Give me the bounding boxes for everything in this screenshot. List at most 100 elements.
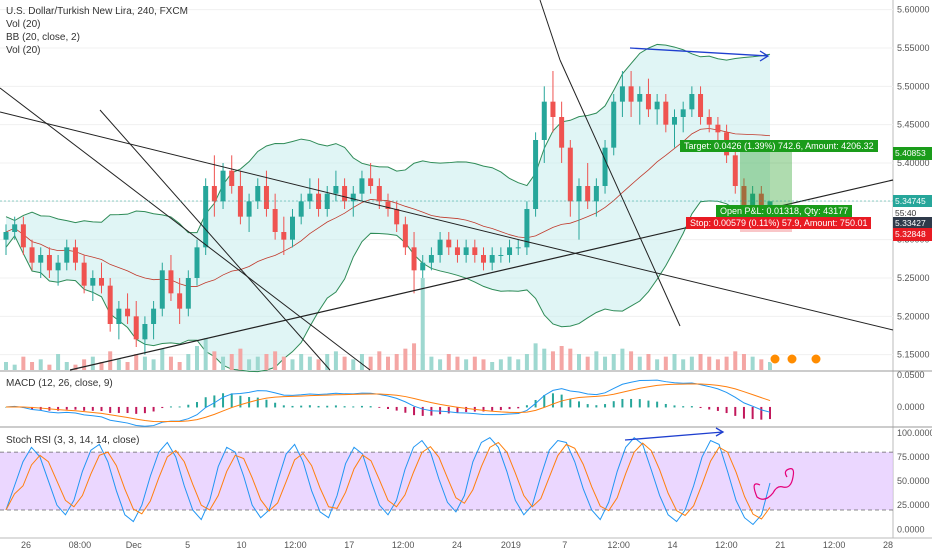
candle-body: [376, 186, 382, 202]
indicator-vol-1[interactable]: Vol (20): [6, 19, 41, 30]
macd-histogram-bar: [57, 406, 60, 411]
volume-bar: [229, 354, 234, 370]
volume-bar: [577, 354, 581, 370]
volume-bar: [307, 356, 312, 370]
stoch-d-line: [5, 441, 771, 520]
candle-body: [698, 94, 704, 117]
macd-histogram-bar: [638, 399, 641, 408]
macd-histogram-bar: [317, 405, 320, 408]
volume-bar: [125, 362, 130, 370]
open-pnl-label[interactable]: Open P&L: 0.01318, Qty: 43177: [716, 205, 853, 217]
volume-bar: [394, 354, 399, 370]
volume-bar: [698, 354, 703, 370]
candle-body: [281, 232, 287, 240]
candle-body: [446, 239, 452, 248]
macd-histogram-bar: [439, 406, 442, 415]
divergence-arrowhead: [715, 427, 725, 437]
macd-histogram-bar: [282, 405, 285, 408]
volume-bar: [446, 354, 451, 370]
candle-body: [428, 255, 434, 263]
candle-body: [333, 186, 339, 194]
macd-histogram-bar: [117, 406, 120, 413]
volume-bar: [212, 351, 217, 370]
macd-histogram-bar: [499, 406, 502, 411]
volume-bar: [264, 354, 269, 370]
volume-bar: [516, 359, 521, 370]
chart-legend: U.S. Dollar/Turkish New Lira, 240, FXCM …: [6, 5, 188, 57]
time-tick-label: 12:00: [715, 540, 738, 550]
volume-bar: [99, 362, 104, 370]
time-tick-label: 12:00: [823, 540, 846, 550]
candle-body: [133, 316, 139, 340]
price-tick-label: 5.15000: [897, 350, 930, 360]
volume-bar: [481, 359, 486, 370]
indicator-bb[interactable]: BB (20, close, 2): [6, 32, 80, 43]
volume-bar: [247, 359, 252, 370]
macd-tick-label: 0.0000: [897, 402, 925, 412]
macd-histogram-bar: [447, 406, 450, 414]
volume-bar: [333, 351, 338, 370]
volume-bar: [464, 359, 469, 370]
candle-body: [472, 247, 478, 255]
candle-body: [220, 170, 226, 202]
divergence-arrow: [629, 47, 769, 57]
macd-histogram-bar: [65, 406, 68, 410]
volume-bar: [116, 359, 121, 370]
volume-bar: [498, 359, 503, 370]
candle-body: [454, 247, 460, 255]
time-tick-label: 28: [883, 540, 893, 550]
time-tick-label: 12:00: [607, 540, 630, 550]
candle-body: [342, 186, 348, 202]
macd-histogram-bar: [491, 406, 494, 411]
candle-body: [185, 278, 191, 309]
target-zone: [740, 147, 792, 207]
bollinger-lower: [5, 200, 771, 373]
macd-histogram-bar: [673, 405, 676, 408]
target-label[interactable]: Target: 0.0426 (1.39%) 742.6, Amount: 42…: [680, 140, 878, 152]
macd-title[interactable]: MACD (12, 26, close, 9): [6, 378, 113, 389]
macd-histogram-bar: [91, 406, 94, 411]
volume-bar: [90, 356, 95, 370]
macd-histogram-bar: [369, 406, 372, 408]
macd-histogram-bar: [716, 406, 719, 411]
candle-body: [680, 109, 686, 117]
macd-histogram-bar: [543, 395, 546, 408]
volume-bar: [325, 354, 330, 370]
macd-histogram-bar: [31, 406, 34, 410]
indicator-vol-2[interactable]: Vol (20): [6, 45, 41, 56]
stoch-tick-label: 0.0000: [897, 524, 925, 534]
volume-bar: [542, 348, 547, 370]
time-tick-label: Dec: [126, 540, 143, 550]
candle-body: [229, 170, 235, 186]
candle-body: [107, 285, 113, 324]
candle-body: [55, 262, 61, 271]
volume-bar: [151, 359, 156, 370]
stoch-title[interactable]: Stoch RSI (3, 3, 14, 14, close): [6, 435, 140, 446]
trendline: [99, 109, 331, 371]
candle-body: [524, 209, 530, 248]
volume-bar: [47, 364, 52, 370]
candle-body: [498, 255, 504, 256]
macd-histogram-bar: [595, 405, 598, 408]
candle-body: [72, 247, 78, 263]
macd-histogram-bar: [326, 405, 329, 408]
volume-bar: [629, 351, 634, 370]
trendline: [539, 0, 561, 61]
candle-body: [689, 94, 695, 110]
volume-bar: [134, 354, 139, 370]
time-tick-label: 2019: [501, 540, 521, 550]
macd-histogram-bar: [708, 406, 711, 410]
symbol-title[interactable]: U.S. Dollar/Turkish New Lira, 240, FXCM: [6, 6, 188, 17]
stop-label[interactable]: Stop: 0.00579 (0.11%) 57.9, Amount: 750.…: [686, 217, 872, 229]
macd-histogram-bar: [551, 393, 554, 408]
candle-body: [715, 124, 721, 133]
macd-histogram-bar: [230, 393, 233, 408]
price-tag-countdown: 55:40: [893, 207, 932, 220]
candle-body: [533, 140, 539, 209]
macd-histogram-bar: [465, 406, 468, 413]
volume-bar: [585, 356, 590, 370]
volume-bar: [255, 356, 260, 370]
volume-bar: [30, 362, 35, 370]
volume-bar: [168, 356, 173, 370]
